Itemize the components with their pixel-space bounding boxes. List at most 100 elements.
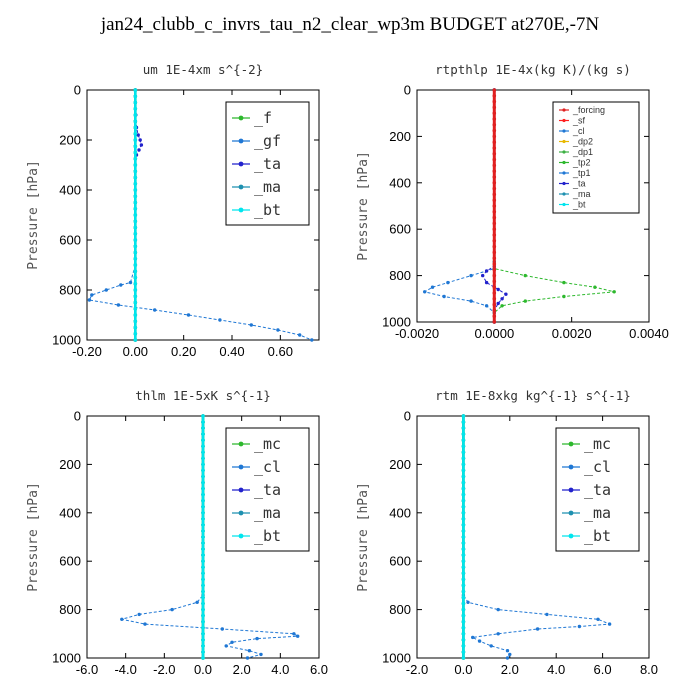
legend-marker: [562, 108, 566, 112]
legend-label: _ta: [584, 481, 611, 499]
data-point: [492, 308, 497, 313]
data-point: [201, 480, 205, 485]
data-point: [461, 468, 466, 473]
data-point: [461, 589, 466, 594]
series-cl: [461, 414, 612, 660]
legend-marker: [238, 441, 244, 447]
data-point: [492, 239, 497, 243]
legend-marker: [568, 464, 574, 470]
x-tick-label: -0.0020: [395, 326, 439, 341]
data-point: [201, 444, 205, 449]
data-point: [562, 280, 566, 285]
data-point: [133, 88, 138, 92]
data-point: [461, 583, 466, 588]
data-point: [577, 624, 582, 629]
data-point: [133, 107, 138, 111]
data-point: [492, 297, 497, 301]
series-forcing: [492, 88, 497, 324]
data-point: [218, 318, 222, 322]
data-point: [461, 601, 466, 606]
data-point: [492, 320, 497, 324]
legend-marker: [562, 202, 566, 207]
data-point: [477, 639, 482, 643]
legend-marker: [568, 510, 574, 516]
y-tick-label: 800: [389, 602, 411, 617]
data-point: [201, 632, 205, 636]
data-point: [224, 644, 228, 648]
data-point: [133, 150, 138, 155]
data-point: [133, 263, 138, 267]
data-point: [492, 192, 497, 197]
data-point: [310, 338, 314, 342]
data-point: [492, 256, 497, 261]
data-point: [523, 273, 527, 278]
legend: _forcing_sf_cl_dp2_dp1_tp2_tp1_ta_ma_bt: [552, 101, 640, 214]
legend-marker: [238, 138, 244, 144]
data-point: [133, 244, 138, 249]
data-point: [133, 113, 138, 117]
x-tick-label: 0.0020: [552, 326, 592, 341]
data-point: [296, 634, 300, 638]
data-point: [201, 450, 205, 455]
data-point: [545, 612, 549, 617]
x-tick-label: 4.0: [271, 662, 289, 677]
data-point: [492, 250, 497, 255]
data-point: [133, 94, 138, 99]
data-point: [133, 100, 138, 105]
chart-panel-3: rtm 1E-8xkg kg^{-1} s^{-1} Pressure [hPa]…: [356, 388, 658, 677]
data-point: [492, 117, 497, 121]
y-tick-label: 600: [59, 554, 81, 569]
data-point: [461, 438, 466, 443]
data-point: [461, 541, 466, 545]
legend-marker: [562, 192, 566, 196]
legend-marker: [238, 510, 244, 516]
data-point: [201, 438, 205, 443]
data-point: [136, 133, 140, 137]
data-point: [481, 273, 485, 278]
x-tick-label: 2.0: [501, 662, 519, 677]
legend-label: _ma: [254, 504, 281, 522]
data-point: [137, 612, 141, 617]
data-point: [492, 314, 497, 319]
data-point: [461, 480, 466, 485]
x-tick-label: 6.0: [594, 662, 612, 677]
data-point: [120, 617, 124, 621]
data-point: [446, 280, 450, 285]
data-point: [201, 498, 205, 503]
data-point: [298, 333, 302, 337]
legend-label: _ma: [572, 189, 591, 199]
data-point: [492, 215, 497, 220]
data-point: [461, 613, 466, 618]
data-point: [133, 288, 138, 292]
y-tick-label: 200: [389, 129, 411, 144]
data-point: [492, 146, 497, 150]
data-point: [133, 194, 138, 199]
data-point: [500, 304, 504, 308]
legend-marker: [238, 487, 244, 493]
data-point: [508, 652, 512, 657]
legend-label: _f: [254, 109, 272, 127]
series-line: [121, 416, 300, 659]
data-point: [201, 553, 205, 557]
data-point: [116, 303, 121, 307]
legend-label: _bt: [572, 200, 586, 210]
data-point: [461, 498, 466, 503]
legend-marker: [562, 150, 566, 154]
figure-title: jan24_clubb_c_invrs_tau_n2_clear_wp3m BU…: [100, 14, 600, 35]
data-point: [201, 517, 205, 521]
legend-label: _bt: [584, 527, 611, 545]
data-point: [133, 157, 138, 161]
data-point: [133, 132, 138, 136]
y-tick-label: 400: [389, 505, 411, 520]
data-point: [133, 163, 138, 167]
panel-title: rtpthlp 1E-4x(kg K)/(kg s): [435, 62, 631, 77]
plot-frame: [416, 89, 650, 323]
data-point: [201, 523, 205, 527]
data-point: [133, 182, 138, 186]
y-tick-label: 0: [404, 83, 411, 98]
legend-label: _dp1: [572, 147, 593, 157]
data-point: [496, 632, 500, 636]
data-point: [489, 644, 493, 648]
x-tick-label: 0.0040: [629, 326, 669, 341]
